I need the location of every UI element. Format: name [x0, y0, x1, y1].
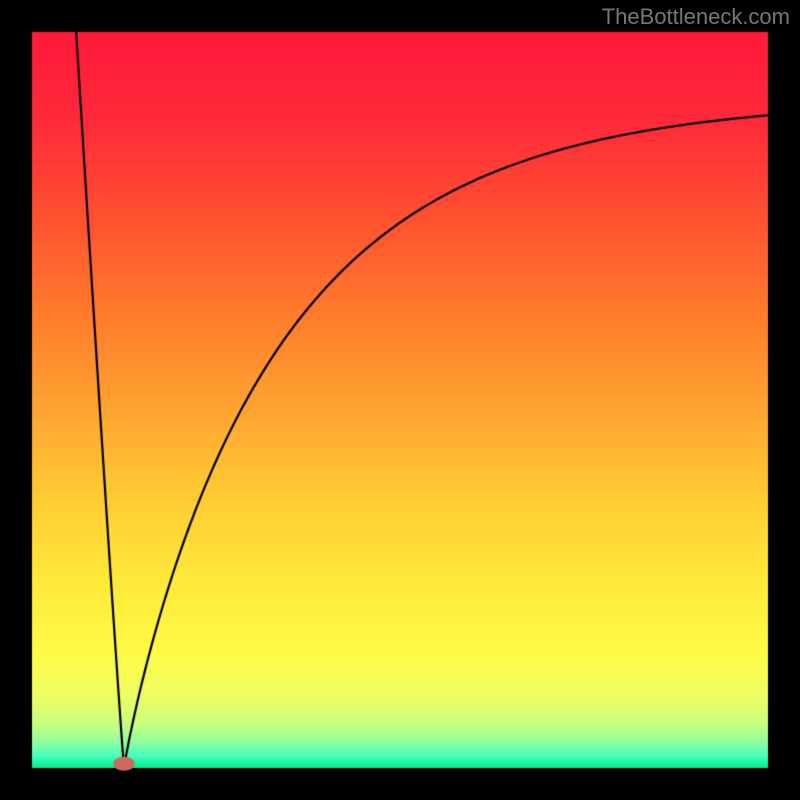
bottleneck-chart-canvas	[0, 0, 800, 800]
chart-container: TheBottleneck.com	[0, 0, 800, 800]
watermark-text: TheBottleneck.com	[602, 4, 790, 30]
